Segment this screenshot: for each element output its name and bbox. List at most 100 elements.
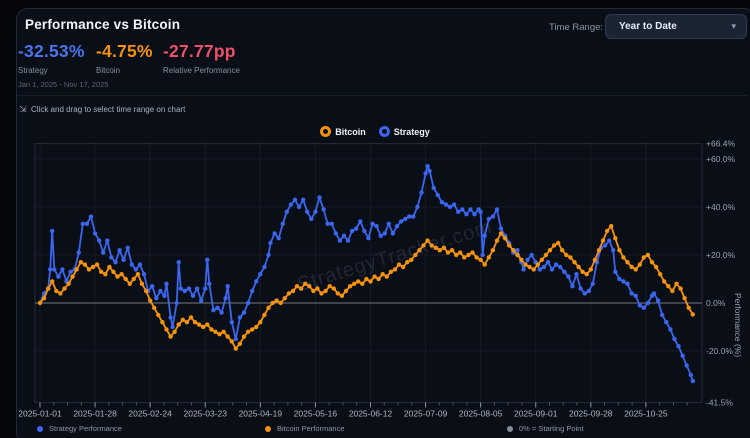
bitcoin-marker	[486, 255, 491, 260]
strategy-marker	[545, 260, 551, 265]
bitcoin-marker	[556, 240, 561, 246]
bitcoin-marker	[539, 257, 544, 262]
bitcoin-marker	[568, 255, 573, 260]
bitcoin-marker	[670, 288, 675, 294]
strategy-marker	[56, 274, 61, 279]
plot-border	[34, 143, 703, 404]
bitcoin-marker	[609, 224, 614, 229]
strategy-marker	[549, 267, 555, 272]
strategy-marker	[268, 240, 273, 246]
strategy-marker	[486, 216, 491, 222]
bitcoin-marker	[482, 262, 487, 267]
bitcoin-marker	[649, 260, 655, 265]
strategy-marker	[337, 238, 343, 243]
bitcoin-marker	[188, 315, 194, 320]
stat-bitcoin: -4.75% Bitcoin	[96, 41, 163, 75]
strategy-marker	[341, 233, 347, 238]
bitcoin-marker	[245, 329, 251, 334]
bitcoin-marker	[123, 276, 128, 282]
strategy-marker	[176, 260, 181, 265]
y-tick-label: +60.0%	[706, 154, 736, 164]
hint-divider	[17, 95, 748, 96]
strategy-marker	[423, 171, 428, 176]
legend-item-bitcoin[interactable]: Bitcoin	[320, 126, 366, 137]
strategy-marker	[456, 209, 461, 214]
strategy-marker	[382, 231, 387, 236]
bitcoin-marker	[99, 269, 104, 274]
performance-card	[16, 8, 750, 438]
bitcoin-marker	[180, 317, 185, 322]
bitcoin-marker	[560, 248, 565, 253]
bitcoin-marker	[588, 267, 593, 272]
date-range: Jan 1, 2025 - Nov 17, 2025	[18, 80, 109, 89]
strategy-marker	[170, 324, 175, 330]
bitcoin-marker	[70, 274, 75, 279]
bitcoin-marker	[254, 324, 259, 330]
strategy-marker	[403, 216, 408, 222]
strategy-marker	[651, 291, 657, 296]
x-tick-label: 2025-05-16	[294, 409, 338, 419]
bitcoin-marker	[364, 276, 369, 282]
strategy-marker	[590, 281, 595, 286]
bitcoin-marker	[217, 332, 222, 337]
bitcoin-marker	[576, 264, 581, 270]
strategy-marker	[186, 286, 192, 291]
bitcoin-marker	[372, 274, 377, 279]
strategy-marker	[92, 231, 98, 236]
bitcoin-marker	[462, 255, 467, 260]
hint-text: Click and drag to select time range on c…	[31, 105, 186, 114]
bitcoin-marker	[209, 327, 214, 332]
strategy-marker	[223, 296, 228, 301]
strategy-marker	[435, 192, 440, 198]
bitcoin-marker	[213, 329, 218, 334]
bitcoin-marker	[617, 248, 622, 253]
bitcoin-marker	[523, 262, 528, 267]
legend-dot-icon	[265, 425, 271, 432]
bitcoin-marker	[282, 296, 287, 301]
strategy-marker	[611, 248, 616, 253]
strategy-marker	[52, 267, 57, 272]
bitcoin-marker	[78, 260, 84, 265]
strategy-marker	[680, 353, 685, 358]
strategy-marker	[472, 212, 477, 217]
bitcoin-marker	[201, 324, 206, 330]
page-title: Performance vs Bitcoin	[25, 17, 181, 32]
bitcoin-marker	[507, 243, 512, 248]
bitcoin-marker	[94, 262, 100, 267]
strategy-marker	[370, 221, 375, 226]
bitcoin-marker	[604, 228, 610, 234]
bitcoin-marker	[417, 248, 422, 253]
bitcoin-marker	[347, 284, 353, 289]
bitcoin-marker	[115, 274, 120, 279]
legend-item-strategy[interactable]: Strategy	[378, 126, 430, 137]
bitcoin-marker	[474, 255, 479, 260]
bitcoin-marker	[454, 252, 459, 258]
strategy-marker	[174, 300, 179, 306]
bitcoin-marker	[405, 260, 410, 265]
bitcoin-marker	[339, 293, 345, 298]
strategy-marker	[84, 221, 90, 226]
bitcoin-marker	[564, 252, 569, 258]
strategy-marker	[478, 209, 483, 214]
strategy-marker	[280, 221, 285, 226]
bitcoin-marker	[266, 305, 271, 310]
bitcoin-marker	[551, 243, 557, 248]
strategy-marker	[668, 327, 673, 332]
bitcoin-marker	[543, 252, 549, 258]
time-range-select[interactable]: Year to Date ▾	[605, 14, 747, 39]
strategy-marker	[266, 252, 271, 258]
bitcoin-marker	[458, 250, 463, 255]
strategy-marker	[229, 320, 234, 325]
strategy-marker	[394, 224, 400, 229]
strategy-marker	[574, 272, 579, 277]
bitcoin-marker	[46, 286, 51, 291]
strategy-marker	[494, 207, 500, 212]
bitcoin-marker	[441, 245, 447, 250]
x-tick-label: 2025-01-01	[18, 409, 62, 419]
strategy-marker	[582, 291, 587, 296]
strategy-marker	[101, 250, 106, 255]
strategy-marker	[541, 264, 547, 270]
bitcoin-marker	[143, 288, 149, 294]
legend-label: Bitcoin	[335, 126, 366, 137]
